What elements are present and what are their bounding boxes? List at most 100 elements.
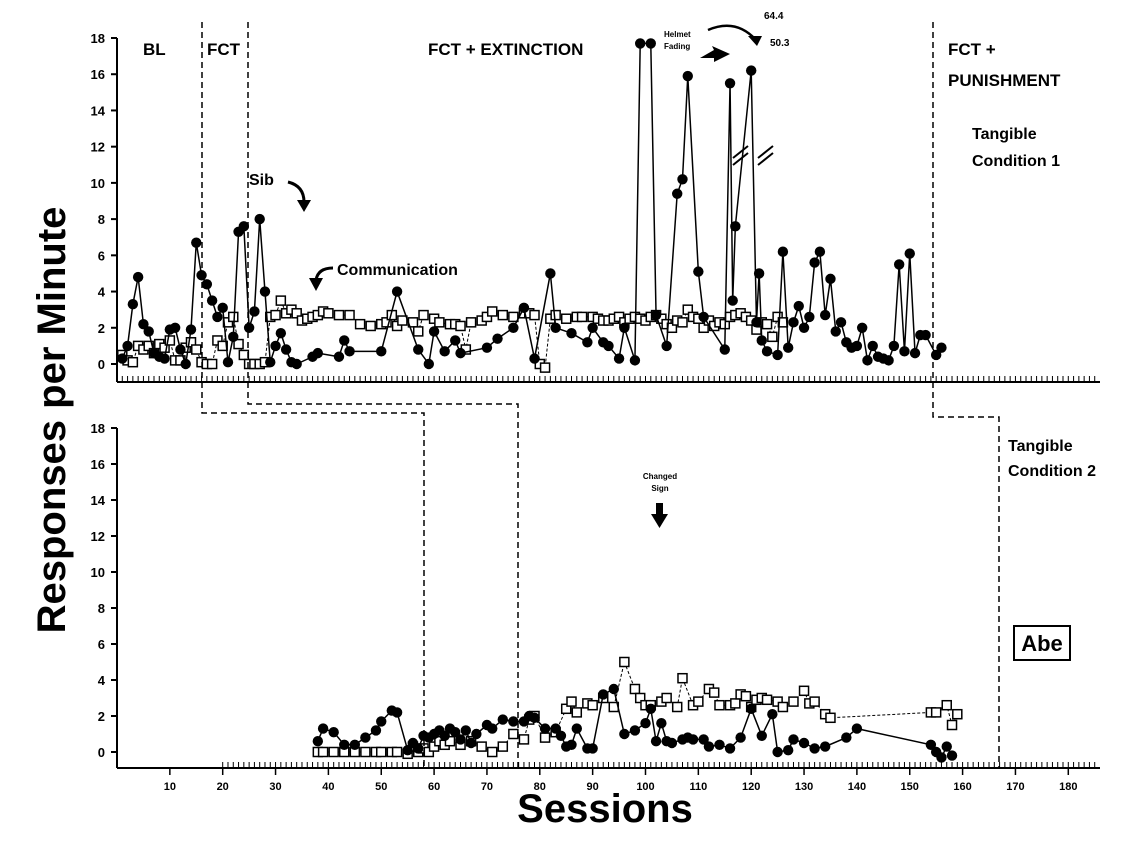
bottom-communication-point xyxy=(930,707,942,718)
bottom-sib-point xyxy=(772,746,783,758)
bottom-communication-point xyxy=(560,703,572,715)
top-y-tick-label: 12 xyxy=(91,140,105,155)
top-communication-point xyxy=(185,337,197,348)
sib-arrow xyxy=(287,180,306,203)
value-50-label: 50.3 xyxy=(770,38,790,49)
top-sib-point xyxy=(782,342,794,353)
phase-change-lines xyxy=(201,22,1000,768)
bottom-x-minor-ticks xyxy=(222,762,1096,768)
top-sib-point xyxy=(428,326,440,337)
top-sib-point xyxy=(117,353,128,364)
top-sib-point xyxy=(804,311,815,323)
bottom-sib-point xyxy=(339,739,350,750)
top-sib-point xyxy=(825,273,836,285)
x-tick-label: 170 xyxy=(1006,781,1024,793)
bottom-sib-point xyxy=(328,727,339,738)
bottom-sib-point xyxy=(487,723,498,734)
top-y-tick-label: 10 xyxy=(91,176,105,191)
participant-label: Abe xyxy=(1021,631,1063,656)
top-communication-point xyxy=(613,311,625,323)
bottom-sib-point xyxy=(529,712,540,723)
phase-line-bl-fct xyxy=(201,22,425,768)
x-tick-label: 160 xyxy=(953,781,971,793)
top-sib-point xyxy=(603,340,614,352)
axis-break-marks xyxy=(732,145,774,166)
top-communication-point xyxy=(143,340,154,352)
bottom-sib-point xyxy=(376,716,387,727)
top-sib-point xyxy=(745,65,757,76)
bottom-y-tick-label: 4 xyxy=(98,673,106,688)
bottom-y-tick-label: 10 xyxy=(91,565,105,580)
bottom-y-tick-label: 2 xyxy=(98,709,105,724)
top-communication-point xyxy=(365,320,376,332)
top-sib-point xyxy=(439,346,450,357)
top-communication-point xyxy=(560,313,572,324)
top-communication-point xyxy=(529,309,540,321)
top-sib-point xyxy=(550,322,561,333)
bottom-sib-point xyxy=(656,718,667,729)
bottom-sib-point xyxy=(555,730,567,741)
top-sib-point xyxy=(920,329,931,341)
top-sib-point xyxy=(753,268,765,279)
top-communication-point xyxy=(212,335,223,346)
top-sib-point xyxy=(893,259,905,270)
top-communication-point xyxy=(481,311,493,323)
bottom-y-tick-label: 8 xyxy=(98,601,105,616)
top-sib-point xyxy=(645,38,656,49)
top-sib-point xyxy=(175,344,186,355)
bottom-sib-point xyxy=(608,683,619,695)
top-sib-point xyxy=(677,174,688,185)
bottom-sib-point xyxy=(650,736,662,747)
top-sib-point xyxy=(413,344,424,355)
top-sib-point xyxy=(391,286,403,297)
top-sib-point xyxy=(851,340,863,352)
bottom-sib-point xyxy=(391,707,403,718)
bottom-sib-point xyxy=(798,737,810,749)
top-sib-point xyxy=(138,318,149,330)
top-communication-point xyxy=(397,315,408,326)
helmet-fading-label-line1: Helmet xyxy=(664,30,691,39)
top-y-tick-label: 16 xyxy=(91,67,105,82)
bottom-sib-point xyxy=(539,723,551,734)
top-sib-point xyxy=(222,356,234,368)
bottom-sib-point xyxy=(497,714,509,725)
top-communication-point xyxy=(354,318,366,330)
top-communication-point xyxy=(576,311,588,323)
bottom-sib-point xyxy=(450,727,461,738)
top-sib-point xyxy=(508,322,519,333)
top-y-tick-label: 8 xyxy=(98,212,105,227)
bottom-y-ticks: 0 2 4 6 8 10 12 14 16 18 xyxy=(91,421,117,760)
top-sib-point xyxy=(169,322,181,333)
bottom-communication-point xyxy=(714,699,725,711)
bottom-communication-point xyxy=(360,746,371,758)
x-tick-label: 150 xyxy=(901,781,919,793)
bottom-sib-point xyxy=(936,752,947,763)
top-sib-point xyxy=(635,38,646,49)
bottom-communication-point xyxy=(328,746,339,758)
top-communication-point xyxy=(323,308,334,319)
top-communication-point xyxy=(238,349,250,361)
bottom-communication-point xyxy=(798,685,810,697)
sib-arrowhead xyxy=(297,200,311,212)
top-sib-point xyxy=(529,353,540,364)
bottom-sib-point xyxy=(402,745,413,756)
bottom-communication-point xyxy=(825,712,836,724)
x-tick-label: 110 xyxy=(689,781,707,793)
phase-fct-extinction-label: FCT + EXTINCTION xyxy=(428,40,583,59)
top-sib-point xyxy=(727,295,738,306)
top-sib-point xyxy=(650,309,662,321)
top-communication-point xyxy=(233,338,244,350)
bottom-communication-point xyxy=(946,719,958,731)
top-sib-point xyxy=(936,342,947,353)
top-sib-point xyxy=(693,266,704,277)
bottom-sib-series xyxy=(312,683,958,763)
top-communication-point xyxy=(677,317,688,328)
bottom-sib-point xyxy=(317,723,329,734)
top-communication-point xyxy=(455,320,466,332)
top-sib-point xyxy=(899,346,910,357)
bottom-sib-point xyxy=(841,732,852,743)
top-communication-series xyxy=(117,295,789,373)
bottom-sib-point xyxy=(782,745,794,756)
top-sib-point xyxy=(777,246,789,257)
top-sib-point xyxy=(217,302,228,314)
